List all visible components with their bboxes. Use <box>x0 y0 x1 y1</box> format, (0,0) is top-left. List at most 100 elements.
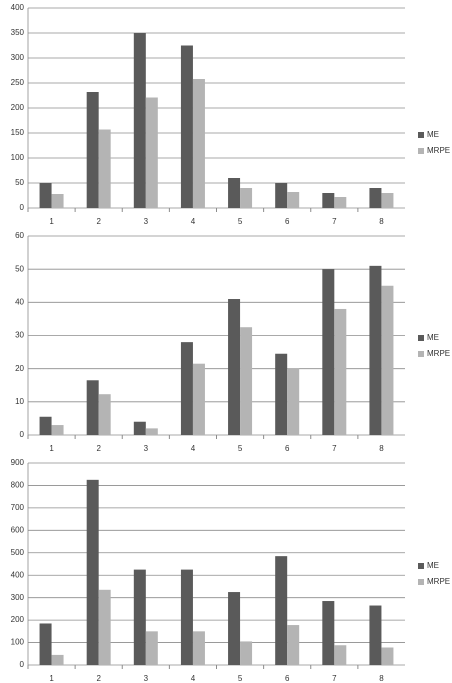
bar <box>334 308 347 435</box>
bar <box>287 192 300 208</box>
bar <box>275 183 288 208</box>
bar <box>275 353 288 435</box>
y-tick-label: 0 <box>20 430 25 439</box>
y-tick-label: 700 <box>11 503 25 512</box>
bar <box>369 605 382 665</box>
bar <box>369 188 382 208</box>
x-tick-label: 3 <box>144 217 149 226</box>
bar <box>322 601 335 665</box>
legend-label: ME <box>427 130 439 139</box>
bar <box>192 631 205 665</box>
bar <box>39 416 52 435</box>
y-tick-label: 10 <box>15 397 24 406</box>
y-tick-label: 50 <box>15 264 24 273</box>
bar <box>192 79 205 208</box>
bar <box>98 589 111 665</box>
bar <box>381 647 394 665</box>
x-tick-label: 5 <box>238 217 243 226</box>
legend-label: MRPE <box>427 146 450 155</box>
y-tick-label: 20 <box>15 364 24 373</box>
y-tick-label: 350 <box>11 28 25 37</box>
x-tick-label: 4 <box>191 674 196 683</box>
bar <box>240 327 253 435</box>
bar <box>180 569 193 665</box>
bar <box>51 425 64 435</box>
y-tick-label: 250 <box>11 78 25 87</box>
bar <box>334 197 347 208</box>
legend-swatch <box>418 579 424 585</box>
bar <box>228 592 241 665</box>
y-tick-label: 150 <box>11 128 25 137</box>
y-tick-label: 600 <box>11 525 25 534</box>
y-tick-label: 200 <box>11 103 25 112</box>
legend-label: MRPE <box>427 349 450 358</box>
legend-label: MRPE <box>427 577 450 586</box>
x-tick-label: 5 <box>238 444 243 453</box>
x-tick-label: 6 <box>285 217 290 226</box>
x-tick-label: 4 <box>191 217 196 226</box>
y-tick-label: 900 <box>11 458 25 467</box>
legend-swatch <box>418 132 424 138</box>
y-tick-label: 400 <box>11 570 25 579</box>
x-tick-label: 6 <box>285 674 290 683</box>
bar <box>240 641 253 665</box>
y-tick-label: 200 <box>11 615 25 624</box>
y-tick-label: 100 <box>11 153 25 162</box>
bar <box>51 194 64 208</box>
y-tick-label: 100 <box>11 638 25 647</box>
bar <box>381 193 394 208</box>
x-tick-label: 2 <box>96 444 101 453</box>
bar <box>145 428 158 435</box>
legend-swatch <box>418 351 424 357</box>
bar <box>86 92 99 208</box>
bar <box>86 380 99 435</box>
y-tick-label: 800 <box>11 481 25 490</box>
y-tick-label: 300 <box>11 53 25 62</box>
bar <box>133 569 146 665</box>
bar <box>133 33 146 208</box>
bar <box>228 178 241 208</box>
y-tick-label: 0 <box>20 203 25 212</box>
bar <box>86 479 99 665</box>
y-tick-label: 40 <box>15 297 24 306</box>
bar <box>322 269 335 435</box>
bar <box>322 193 335 208</box>
y-tick-label: 60 <box>15 231 24 240</box>
legend-swatch <box>418 335 424 341</box>
legend-swatch <box>418 148 424 154</box>
x-tick-label: 3 <box>144 444 149 453</box>
y-tick-label: 500 <box>11 548 25 557</box>
bar <box>145 631 158 665</box>
bar <box>145 97 158 208</box>
x-tick-label: 8 <box>379 674 384 683</box>
bar <box>133 421 146 435</box>
bar <box>228 299 241 435</box>
y-tick-label: 0 <box>20 660 25 669</box>
legend-label: ME <box>427 561 439 570</box>
x-tick-label: 4 <box>191 444 196 453</box>
x-tick-label: 1 <box>49 674 54 683</box>
x-tick-label: 6 <box>285 444 290 453</box>
bar <box>39 183 52 208</box>
y-tick-label: 30 <box>15 331 24 340</box>
bar <box>334 645 347 665</box>
x-tick-label: 1 <box>49 444 54 453</box>
y-tick-label: 400 <box>11 3 25 12</box>
y-tick-label: 50 <box>15 178 24 187</box>
legend-label: ME <box>427 333 439 342</box>
x-tick-label: 8 <box>379 444 384 453</box>
bar <box>287 625 300 665</box>
x-tick-label: 5 <box>238 674 243 683</box>
x-tick-label: 3 <box>144 674 149 683</box>
legend-swatch <box>418 563 424 569</box>
bar <box>192 363 205 435</box>
x-tick-label: 7 <box>332 217 337 226</box>
bar <box>381 285 394 435</box>
x-tick-label: 2 <box>96 217 101 226</box>
bar <box>240 188 253 208</box>
bar <box>180 45 193 208</box>
x-tick-label: 7 <box>332 674 337 683</box>
x-tick-label: 2 <box>96 674 101 683</box>
bar <box>275 556 288 665</box>
